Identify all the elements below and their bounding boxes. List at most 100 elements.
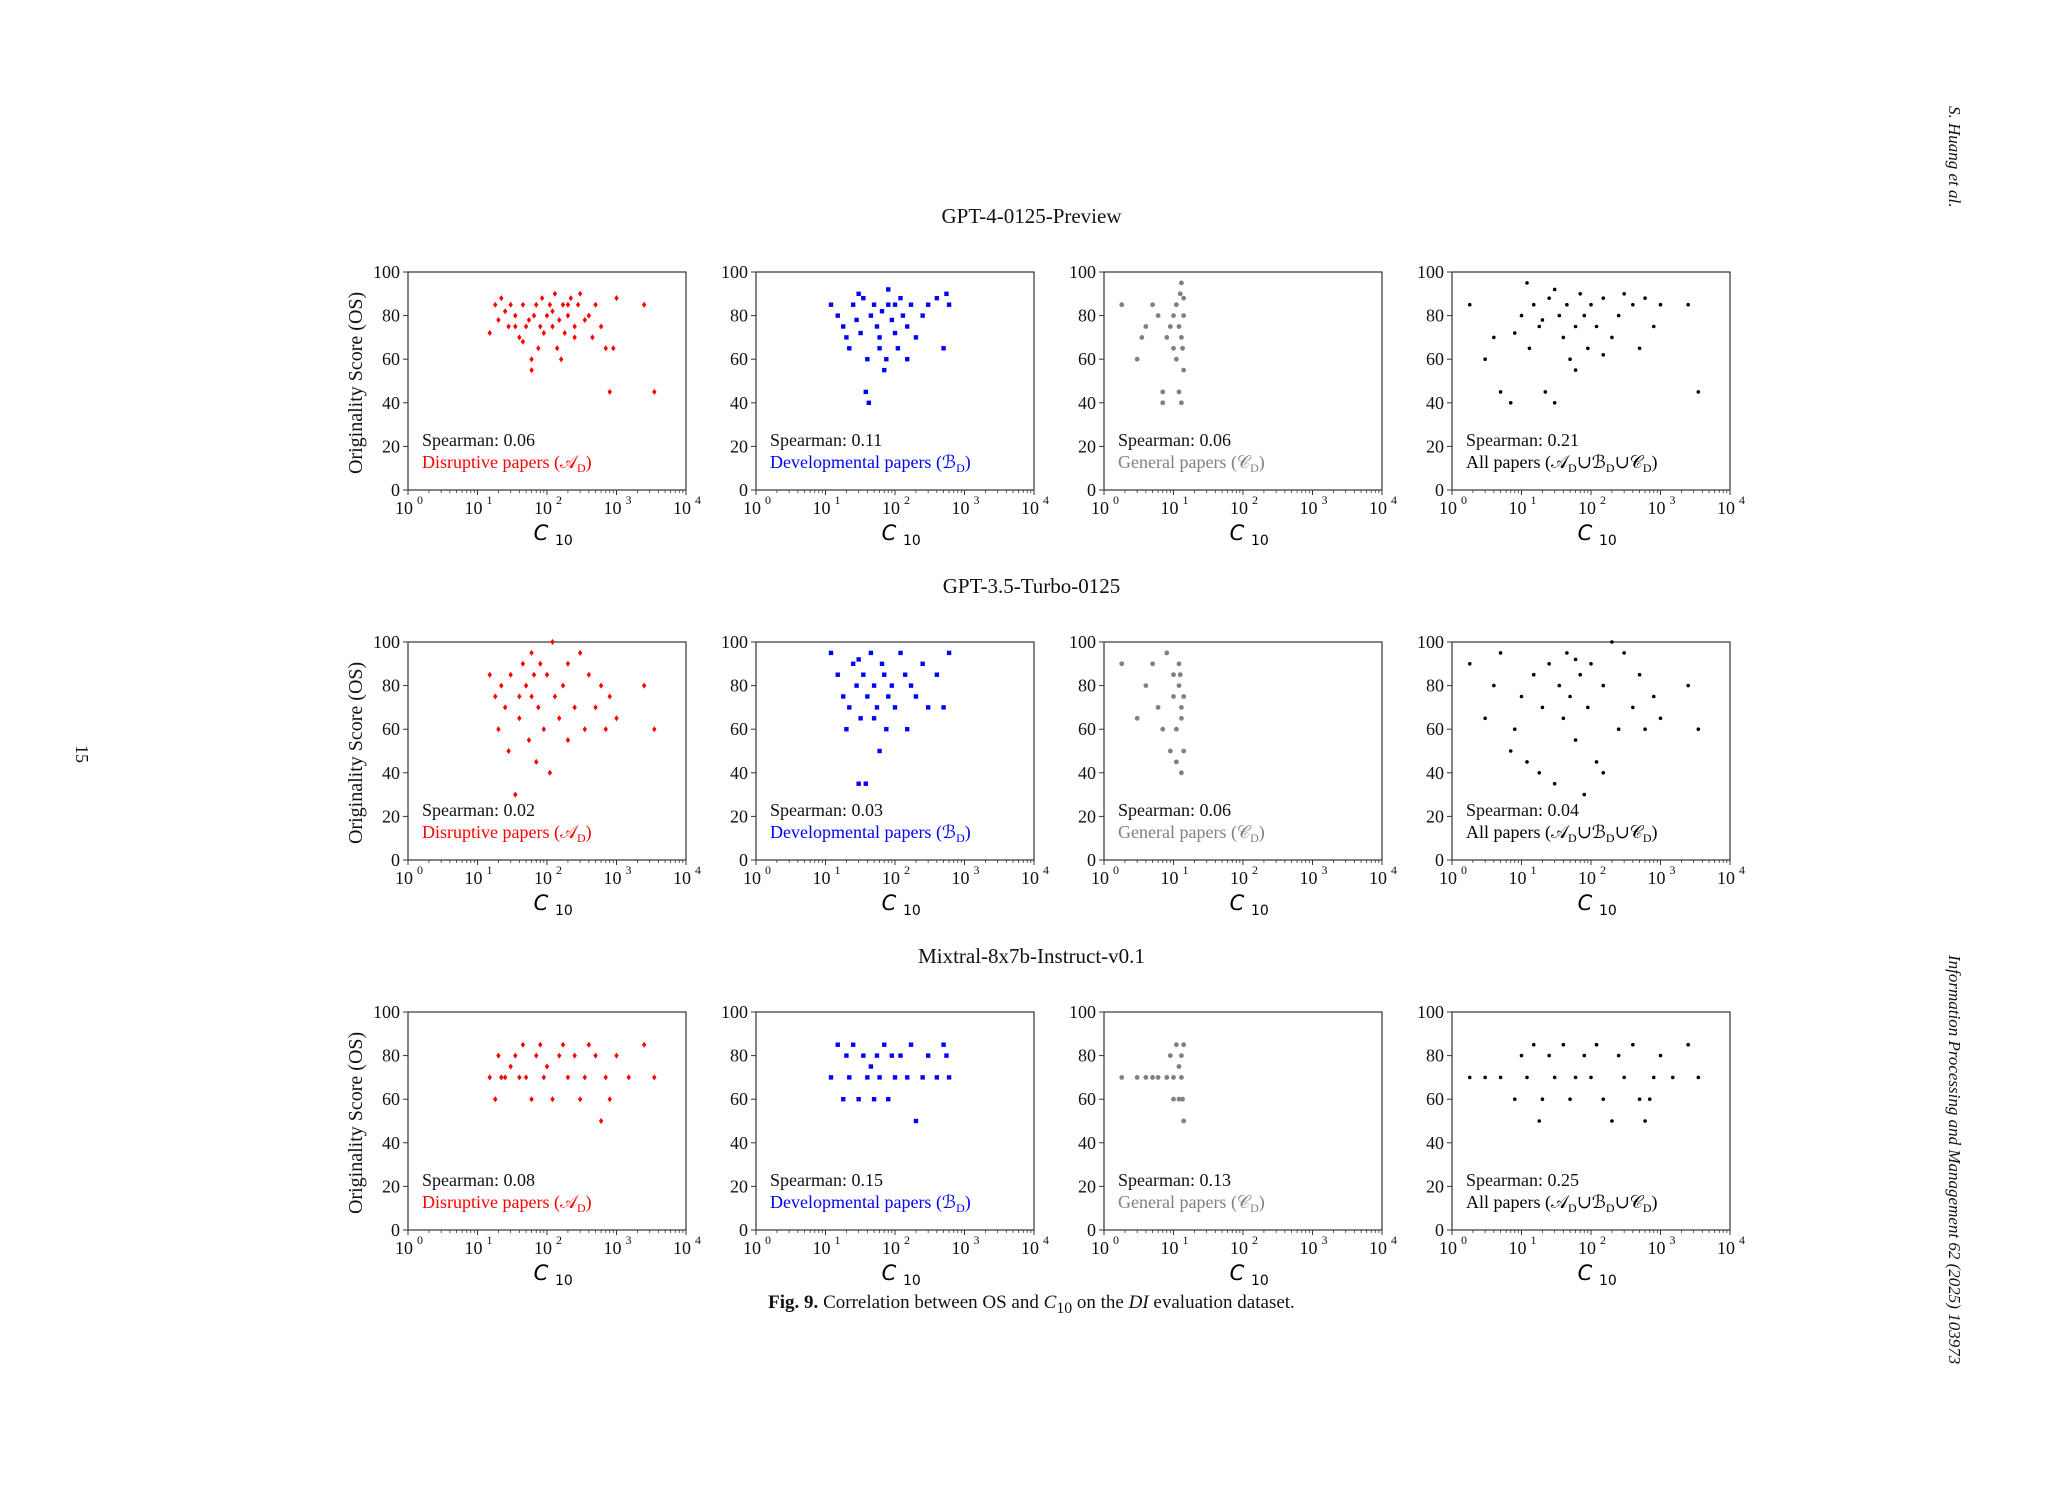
data-point [946,1075,952,1080]
y-tick-label: 20 [1426,436,1444,456]
y-tick-label: 80 [382,676,400,696]
x-tick-label: 10 [1161,1238,1179,1258]
data-point [1573,1075,1578,1080]
y-tick-label: 60 [1426,349,1444,369]
x-tick-label: 10 [1509,868,1527,888]
data-point [1181,1042,1187,1048]
data-point [1537,771,1542,775]
data-point [526,316,532,323]
x-tick-exponent: 2 [556,863,562,877]
x-tick-exponent: 2 [1600,863,1606,877]
data-point [1498,1075,1503,1080]
data-point [1543,390,1548,394]
data-point [598,323,604,330]
data-point [1610,640,1614,644]
x-tick-exponent: 0 [417,493,423,507]
page-number: 15 [72,745,92,763]
data-point [487,330,492,337]
x-tick-label: 10 [1439,868,1457,888]
data-point [877,748,882,754]
data-point [1179,1075,1184,1080]
data-point [598,1118,604,1124]
data-point [1512,1097,1517,1101]
data-point [1622,651,1626,655]
data-point [863,389,868,395]
data-point [531,312,537,319]
data-point [877,1075,882,1080]
data-point [892,330,898,336]
x-tick-label: 10 [1161,868,1179,888]
x-axis-label-sub: 10 [1251,533,1269,549]
x-tick-exponent: 2 [1252,863,1258,877]
data-point [544,671,550,678]
spearman-label: Spearman: 0.08 [422,1170,535,1190]
data-point [1557,313,1562,318]
data-point [1181,748,1187,754]
data-point [614,295,619,302]
data-point [1622,292,1626,296]
x-tick-exponent: 4 [1043,863,1049,877]
data-point [529,649,534,656]
data-point [1173,1042,1179,1048]
data-point [538,660,543,667]
data-point [1155,313,1161,318]
y-tick-label: 0 [739,850,748,870]
data-point [1467,662,1472,666]
data-point [1651,324,1656,329]
x-tick-label: 10 [1439,1238,1457,1258]
x-tick-label: 10 [465,1238,483,1258]
data-point [1179,705,1184,710]
data-point [1173,759,1179,765]
x-tick-exponent: 0 [1461,1233,1467,1247]
data-point [1565,302,1569,307]
data-point [496,1052,501,1059]
y-tick-label: 100 [1069,632,1096,652]
data-point [1171,313,1176,318]
data-point [874,1053,880,1058]
data-point [856,657,861,662]
data-point [905,324,910,329]
x-tick-exponent: 0 [765,1233,771,1247]
data-point [568,295,573,302]
data-point [865,1075,870,1080]
data-point [550,323,555,330]
data-point [1589,302,1593,307]
data-point [847,346,852,351]
data-point [1179,280,1184,286]
x-tick-label: 10 [395,1238,413,1258]
data-point [871,716,877,721]
x-tick-label: 10 [1369,1238,1387,1258]
y-tick-label: 100 [1417,262,1444,282]
spearman-label: Spearman: 0.03 [770,800,883,820]
data-point [1177,672,1183,678]
data-point [1483,1075,1487,1080]
data-point [858,330,863,336]
x-tick-label: 10 [1230,1238,1248,1258]
data-point [614,1052,619,1059]
data-point [877,335,882,340]
x-axis-label-sub: 10 [1251,903,1269,919]
x-tick-exponent: 2 [556,1233,562,1247]
y-tick-label: 40 [382,763,400,783]
data-point [641,1041,647,1048]
x-axis-label-sub: 10 [1599,533,1617,549]
data-point [1176,1096,1182,1102]
data-point [920,313,925,318]
x-tick-label: 10 [882,868,900,888]
data-point [1498,390,1503,394]
x-tick-label: 10 [1648,498,1666,518]
data-point [1512,331,1517,335]
x-tick-label: 10 [1369,868,1387,888]
y-tick-label: 0 [1435,480,1444,500]
data-point [886,1097,891,1102]
x-axis-label: C [882,891,897,915]
data-point [487,1074,492,1081]
x-tick-exponent: 0 [1113,493,1119,507]
data-point [517,334,522,341]
data-point [946,650,952,656]
legend-label: Disruptive papers (𝒜D) [422,822,592,845]
